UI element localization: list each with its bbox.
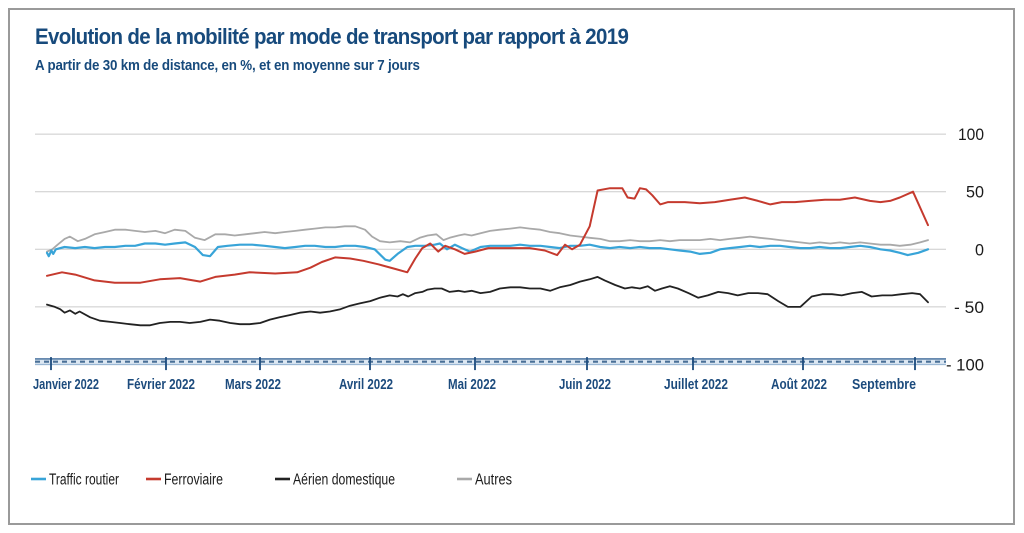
x-axis-label-5: Juin 2022 — [559, 376, 611, 393]
chart-title: Evolution de la mobilité par mode de tra… — [35, 24, 629, 49]
x-axis-label-8: Septembre — [852, 376, 916, 393]
x-axis-label-4: Mai 2022 — [448, 376, 496, 393]
x-axis-labels: Janvier 2022 Février 2022 Mars 2022 Avril 2… — [33, 376, 916, 393]
series-lines — [45, 187, 930, 327]
gridlines — [35, 133, 946, 308]
series-line-aérien-domestique — [46, 276, 929, 327]
y-axis-label-50: 50 — [966, 183, 984, 202]
legend-label-aerien_domestique: Aérien domestique — [293, 472, 395, 489]
x-axis-label-1: Février 2022 — [127, 376, 195, 393]
y-axis-label-0: 0 — [975, 240, 984, 259]
x-axis-band — [35, 358, 946, 366]
legend-label-ferroviaire: Ferroviaire — [164, 472, 223, 489]
axis-band-background — [35, 358, 946, 366]
legend-label-traffic_routier: Traffic routier — [49, 472, 119, 489]
x-axis-label-7: Août 2022 — [771, 376, 827, 393]
x-axis-month-ticks — [50, 357, 916, 371]
x-axis-label-0: Janvier 2022 — [33, 376, 99, 393]
series-line-traffic-routier — [45, 241, 930, 262]
x-axis-label-6: Juillet 2022 — [664, 376, 728, 393]
y-axis-label--100: - 100 — [946, 356, 984, 375]
series-line-ferroviaire — [46, 187, 929, 284]
chart-subtitle: A partir de 30 km de distance, en %, et … — [35, 58, 420, 74]
y-axis-label-100: 100 — [958, 125, 984, 144]
y-axis-label--50: - 50 — [954, 298, 984, 317]
series-line-autres — [46, 225, 929, 253]
legend-label-autres: Autres — [475, 472, 512, 489]
legend: Traffic routier Ferroviaire Aérien domesti… — [31, 472, 512, 489]
x-axis-label-2: Mars 2022 — [225, 376, 281, 393]
y-axis-labels: 100 50 0 - 50 - 100 — [946, 125, 984, 374]
x-axis-label-3: Avril 2022 — [339, 376, 393, 393]
